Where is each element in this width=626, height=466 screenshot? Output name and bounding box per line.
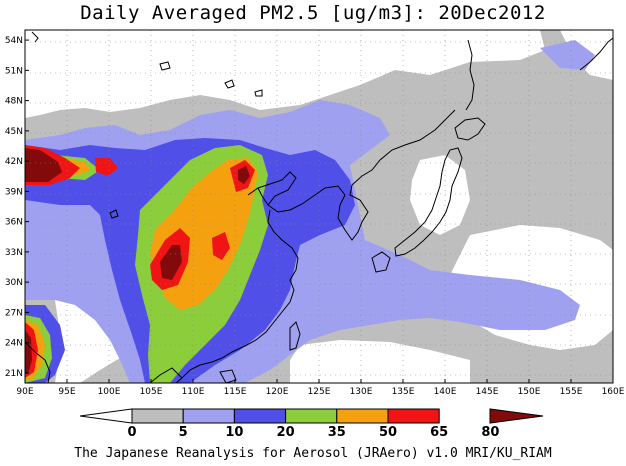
- field-level-80-plus: [25, 148, 250, 280]
- lon-tick-label: 140E: [434, 387, 457, 397]
- coast-japan-kyushu: [371, 251, 391, 273]
- lon-axis: 90E 95E 100E 105E 110E 115E 120E 125E 130E 135E 14…: [16, 379, 625, 397]
- coast-indochina: [149, 367, 183, 383]
- credit-line: The Japanese Reanalysis for Aerosol (JRA…: [74, 446, 552, 461]
- lat-tick-label: 30N: [5, 278, 23, 288]
- colorbar-label: 0: [127, 425, 136, 440]
- colorbar-lower-arrow: [79, 408, 133, 424]
- colorbar-box: [233, 408, 287, 424]
- field-level-10-20-islands: [540, 40, 595, 70]
- lat-tick-label: 54N: [5, 36, 23, 46]
- field-level-80-plus-sw: [25, 330, 32, 374]
- field-level-50-65: [60, 158, 258, 310]
- colorbar-label: 80: [481, 425, 499, 440]
- lon-tick-label: 115E: [224, 387, 247, 397]
- colorbar-box: [387, 408, 440, 424]
- lon-tick-label: 145E: [476, 387, 499, 397]
- colorbar-box: [336, 408, 389, 424]
- lon-tick-label: 150E: [518, 387, 541, 397]
- lat-tick-label: 24N: [5, 339, 23, 349]
- lon-tick-label: 110E: [182, 387, 205, 397]
- concentration-field: [25, 30, 613, 383]
- field-clean-south: [290, 340, 470, 383]
- lon-tick-label: 160E: [602, 387, 625, 397]
- coast-taiwan: [289, 321, 301, 351]
- lat-tick-label: 42N: [5, 157, 23, 167]
- lat-tick-label: 33N: [5, 248, 23, 258]
- lat-tick-label: 27N: [5, 308, 23, 318]
- coast-lakes: [31, 31, 263, 219]
- lon-tick-label: 155E: [560, 387, 583, 397]
- coast-india-bay: [25, 341, 51, 383]
- lat-tick-label: 45N: [5, 127, 23, 137]
- field-clean-north: [25, 30, 545, 118]
- coast-bohai: [257, 187, 269, 206]
- lon-tick-label: 130E: [350, 387, 373, 397]
- colorbar-box: [285, 408, 338, 424]
- lon-tick-label: 90E: [16, 387, 33, 397]
- lon-tick-label: 105E: [140, 387, 163, 397]
- colorbar-upper-arrow: [489, 408, 544, 424]
- lat-tick-label: 48N: [5, 97, 23, 107]
- colorbar-label: 10: [225, 425, 243, 440]
- colorbar-label: 20: [277, 425, 295, 440]
- lat-tick-label: 51N: [5, 66, 23, 76]
- lon-tick-label: 135E: [392, 387, 415, 397]
- map-title: Daily Averaged PM2.5 [ug/m3]: 20Dec2012: [80, 2, 546, 24]
- colorbar-label: 5: [179, 425, 188, 440]
- lon-tick-label: 95E: [58, 387, 75, 397]
- coast-kamchatka: [579, 37, 613, 71]
- lat-tick-label: 39N: [5, 187, 23, 197]
- field-clean-pocket: [410, 155, 470, 235]
- lon-tick-label: 120E: [266, 387, 289, 397]
- coast-hainan: [219, 369, 237, 383]
- colorbar-box: [131, 408, 184, 424]
- colorbar-label: 65: [430, 425, 448, 440]
- lat-tick-label: 36N: [5, 218, 23, 228]
- colorbar-box: [182, 408, 235, 424]
- coastlines: [25, 31, 613, 383]
- coast-sakhalin: [465, 39, 475, 111]
- coast-japan-hokkaido: [454, 117, 486, 141]
- lat-tick-label: 21N: [5, 369, 23, 379]
- coast-china-korea: [247, 109, 456, 241]
- colorbar-label: 35: [328, 425, 346, 440]
- colorbar-label: 50: [379, 425, 397, 440]
- coast-japan-honshu: [394, 147, 463, 257]
- graticule: [25, 30, 613, 383]
- lon-tick-label: 125E: [308, 387, 331, 397]
- coast-china-east: [175, 209, 299, 383]
- lon-tick-label: 100E: [98, 387, 121, 397]
- lat-axis: 21N 24N 27N 30N 33N 36N 39N 42N 45N 48N 51N 54N: [5, 36, 29, 379]
- colorbar: 0 5 10 20 35 50 65 80: [79, 408, 544, 440]
